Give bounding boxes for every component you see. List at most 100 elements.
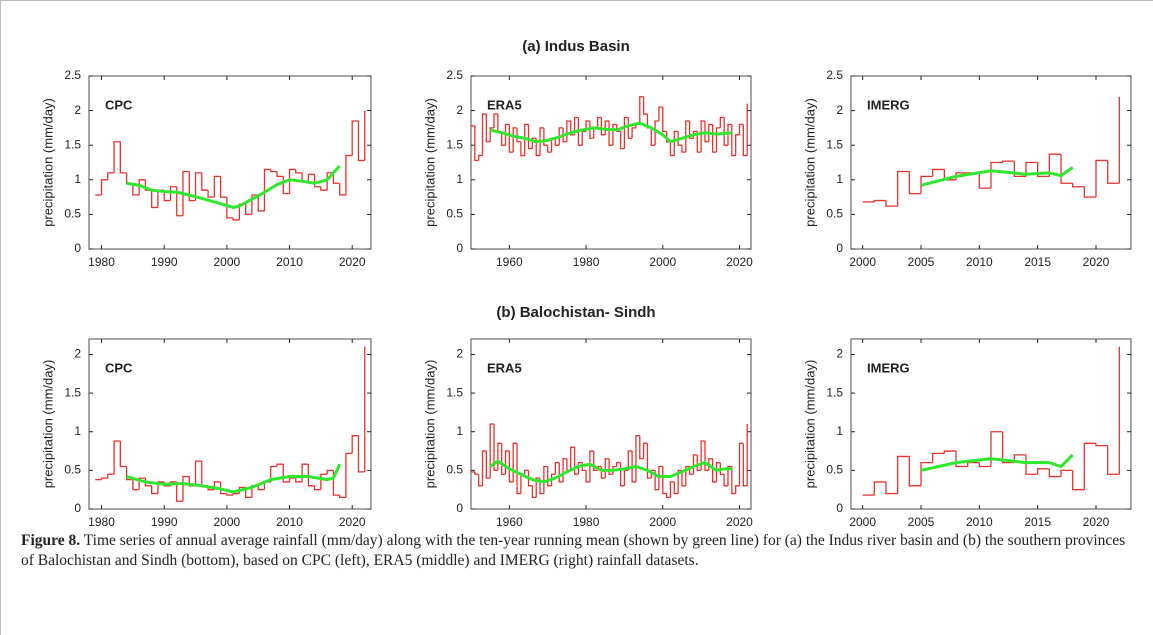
step xyxy=(125,466,133,481)
x-tick-label: 2000 xyxy=(849,255,876,269)
step xyxy=(176,186,183,217)
x-tick-label: 2010 xyxy=(276,515,303,526)
x-tick-label: 2015 xyxy=(1024,255,1051,269)
x-tick-label: 2000 xyxy=(649,515,676,526)
step xyxy=(107,473,115,479)
step xyxy=(677,131,682,146)
y-tick-label: 2.5 xyxy=(826,68,843,82)
y-tick-label: 1.5 xyxy=(826,385,843,399)
x-tick-label: 1980 xyxy=(573,515,600,526)
step xyxy=(163,190,171,202)
x-tick-label: 2000 xyxy=(214,515,241,526)
chart-grid: (a) Indus Basin (b) Balochistan- Sindh 0… xyxy=(40,38,1132,529)
step xyxy=(1083,442,1096,490)
step xyxy=(520,141,525,157)
y-tick-label: 1 xyxy=(456,172,463,186)
step xyxy=(270,465,277,482)
step xyxy=(138,179,146,196)
step xyxy=(232,217,240,221)
step xyxy=(332,172,340,184)
step xyxy=(194,172,202,201)
y-tick-label: 0 xyxy=(836,501,843,515)
step xyxy=(489,423,495,479)
step xyxy=(232,492,240,496)
step xyxy=(562,127,567,143)
y-tick-label: 1.5 xyxy=(446,137,463,151)
step xyxy=(226,493,234,496)
step xyxy=(113,440,121,475)
step xyxy=(504,123,510,146)
y-tick-label: 2 xyxy=(74,347,81,361)
panel-label: IMERG xyxy=(867,97,910,112)
step xyxy=(245,487,252,499)
y-tick-label: 1 xyxy=(456,424,463,438)
step xyxy=(908,456,921,487)
y-tick-label: 2.5 xyxy=(64,68,81,82)
step xyxy=(577,117,583,146)
step xyxy=(738,442,744,486)
x-tick-label: 2020 xyxy=(726,255,753,269)
step xyxy=(550,473,556,486)
step xyxy=(531,485,537,499)
y-axis-label: precipitation (mm/day) xyxy=(40,98,55,227)
step xyxy=(1002,160,1015,163)
y-tick-label: 2 xyxy=(74,103,81,117)
step xyxy=(493,424,498,472)
step xyxy=(654,470,659,491)
step xyxy=(182,475,190,502)
step xyxy=(677,469,682,494)
row-title: (a) Indus Basin xyxy=(522,38,630,55)
step xyxy=(357,435,365,473)
step xyxy=(320,473,328,490)
y-axis-label: precipitation (mm/day) xyxy=(422,98,437,227)
row-title: (b) Balochistan- Sindh xyxy=(496,304,655,321)
panel-label: ERA5 xyxy=(487,360,522,375)
y-tick-label: 0.5 xyxy=(826,207,843,221)
step xyxy=(627,450,633,471)
step xyxy=(688,120,694,139)
step xyxy=(700,120,705,153)
step xyxy=(654,120,659,146)
step xyxy=(1072,183,1085,188)
step xyxy=(681,470,686,487)
step xyxy=(357,120,365,162)
step xyxy=(307,173,315,182)
step xyxy=(708,123,713,142)
step xyxy=(213,175,221,198)
step xyxy=(100,179,108,196)
step xyxy=(650,127,656,146)
step xyxy=(593,451,598,472)
step xyxy=(1095,443,1108,447)
x-tick-label: 2020 xyxy=(339,255,366,269)
step xyxy=(295,478,303,483)
step xyxy=(113,141,121,173)
step xyxy=(493,113,498,128)
y-tick-label: 1.5 xyxy=(446,385,463,399)
step xyxy=(157,481,165,494)
step xyxy=(1083,186,1096,198)
step xyxy=(1048,468,1061,478)
x-tick-label: 2000 xyxy=(649,255,676,269)
step xyxy=(631,451,636,483)
step xyxy=(339,495,346,499)
running-mean xyxy=(920,166,1074,187)
caption-text: Time series of annual average rainfall (… xyxy=(21,532,1126,569)
step xyxy=(345,154,353,196)
caption-label: Figure 8. xyxy=(21,532,81,549)
y-tick-label: 2.5 xyxy=(446,68,463,82)
step xyxy=(873,199,886,202)
y-tick-label: 1.5 xyxy=(64,137,81,151)
x-tick-label: 1990 xyxy=(151,515,178,526)
step xyxy=(600,117,606,136)
step xyxy=(908,171,921,195)
y-axis-label: precipitation (mm/day) xyxy=(802,98,817,227)
step xyxy=(516,443,521,495)
step xyxy=(219,481,227,495)
step xyxy=(623,469,629,486)
step xyxy=(219,176,227,198)
step xyxy=(119,441,127,468)
step xyxy=(1037,162,1050,177)
y-tick-label: 1 xyxy=(74,424,81,438)
step xyxy=(577,461,583,475)
